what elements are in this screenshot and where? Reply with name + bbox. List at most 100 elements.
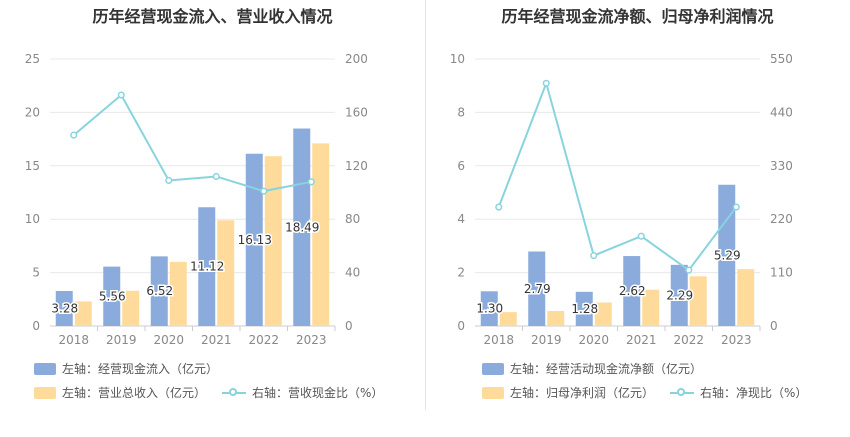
legend-swatch-yellow [34,386,56,399]
left-data-label: 16.13 [238,233,272,247]
right-yleft-tick: 8 [457,105,465,119]
left-x-tick-label: 2019 [106,333,137,347]
left-legend-row1: 左轴：经营现金流入（亿元） [34,360,234,377]
left-bar-series2 [264,156,282,326]
panel-divider [425,0,426,410]
right-data-label: 2.79 [524,282,551,296]
left-bar-series2 [312,143,330,326]
left-bar-series1 [103,266,121,326]
right-bar-series2 [547,311,565,326]
right-bar-series2 [642,289,660,326]
left-yright-tick: 40 [345,266,360,280]
left-line-point [165,176,173,185]
right-line-point [637,232,645,240]
left-bar-series2 [169,261,187,326]
right-x-tick-label: 2023 [721,333,752,347]
left-bar-series1 [198,207,216,326]
right-yleft-tick: 6 [457,159,465,173]
left-yleft-tick: 20 [25,105,40,119]
left-yleft-tick: 15 [25,159,40,173]
left-legend-row2: 左轴：营业总收入（亿元） 右轴：营收现金比（%） [34,384,399,401]
right-x-tick-label: 2022 [673,333,704,347]
left-line-point [70,131,78,139]
right-legend-line[interactable]: 右轴：净现比（%） [670,384,807,401]
right-bar-series2 [689,276,707,326]
left-legend-bar1-label: 左轴：经营现金流入（亿元） [62,362,219,376]
right-line-point [685,266,693,274]
right-legend-row1: 左轴：经营活动现金流净额（亿元） [482,360,718,377]
left-bar-series1 [245,153,263,326]
right-bar-series2 [737,269,755,326]
right-line-point [542,79,550,87]
right-yright-tick: 330 [770,159,793,173]
right-line-point [590,252,598,260]
right-data-label: 1.28 [571,302,598,316]
right-legend-bar1[interactable]: 左轴：经营活动现金流净额（亿元） [482,360,702,377]
right-data-label: 1.30 [476,302,503,316]
right-legend-bar1-label: 左轴：经营活动现金流净额（亿元） [510,362,703,376]
right-bar-series2 [594,302,612,326]
left-x-tick-label: 2020 [153,333,184,347]
right-x-tick-label: 2018 [483,333,514,347]
left-yleft-tick: 5 [32,266,40,280]
right-bar-series1 [528,251,546,326]
left-yright-tick: 160 [345,105,368,119]
right-line-point [732,203,740,211]
right-x-tick-label: 2021 [626,333,657,347]
right-yleft-tick: 0 [457,319,465,333]
legend-swatch-yellow [482,386,504,399]
right-line-series [497,80,738,272]
left-bar-series2 [122,290,140,326]
left-bar-series1 [293,128,311,326]
left-line-point [307,178,315,186]
left-bar-series1 [55,290,73,326]
right-line-point [495,203,503,211]
left-legend-bar2-label: 左轴：营业总收入（亿元） [62,386,207,400]
left-chart-title: 历年经营现金流入、营业收入情况 [92,7,333,26]
left-legend-bar1[interactable]: 左轴：经营现金流入（亿元） [34,360,218,377]
right-x-tick-label: 2019 [531,333,562,347]
right-chart-title: 历年经营现金流净额、归母净利润情况 [501,7,774,26]
right-data-label: 2.62 [619,284,646,298]
right-bar-series1 [623,256,641,326]
left-data-label: 3.28 [51,301,78,315]
right-data-label: 5.29 [714,248,741,262]
left-bar-series1 [150,256,168,326]
right-legend-row2: 左轴：归母净利润（亿元） 右轴：净现比（%） [482,384,823,401]
left-data-label: 5.56 [99,289,126,303]
right-chart-svg: 0 2 4 6 8 10 0 110 220 330 440 550 2018 2019 2020 2021 2… [450,52,793,347]
right-bar-series1 [670,264,688,326]
left-data-label: 6.52 [146,284,173,298]
left-data-label: 18.49 [285,220,319,234]
legend-swatch-blue [34,362,56,375]
left-chart-svg: 0 5 10 15 20 25 0 40 80 120 160 200 2018 2019 2020 2021… [25,52,368,347]
left-x-tick-label: 2023 [296,333,327,347]
left-legend-line[interactable]: 右轴：营收现金比（%） [222,384,383,401]
left-x-tick-label: 2021 [201,333,232,347]
right-chart-panel: 历年经营现金流净额、归母净利润情况 0 2 4 6 8 10 0 110 220 330 440 55… [425,0,850,437]
legend-line-marker-icon [670,387,695,399]
left-x-tick-label: 2022 [248,333,279,347]
left-line-series [73,93,312,193]
right-yright-tick: 0 [770,319,778,333]
right-legend-bar2-label: 左轴：归母净利润（亿元） [510,386,655,400]
right-bar-series1 [575,291,593,326]
right-x-tick-label: 2020 [578,333,609,347]
legend-swatch-blue [482,362,504,375]
left-line-point [260,187,268,195]
right-bar-series2 [499,312,517,326]
left-line-point [212,172,220,181]
right-yright-tick: 440 [770,105,793,119]
right-yleft-tick: 10 [450,52,465,66]
left-yright-tick: 0 [345,319,353,333]
right-legend-bar2[interactable]: 左轴：归母净利润（亿元） [482,384,654,401]
left-yleft-tick: 25 [25,52,40,66]
left-legend-line-label: 右轴：营收现金比（%） [252,386,384,400]
right-yright-tick: 110 [770,266,793,280]
right-yright-tick: 550 [770,52,793,66]
right-data-label: 2.29 [666,288,693,302]
left-data-label: 11.12 [190,260,224,274]
left-legend-bar2[interactable]: 左轴：营业总收入（亿元） [34,384,206,401]
left-bar-series2 [217,220,235,326]
left-chart-panel: 历年经营现金流入、营业收入情况 0 5 10 15 20 25 0 40 80 120 160 200… [25,7,399,401]
